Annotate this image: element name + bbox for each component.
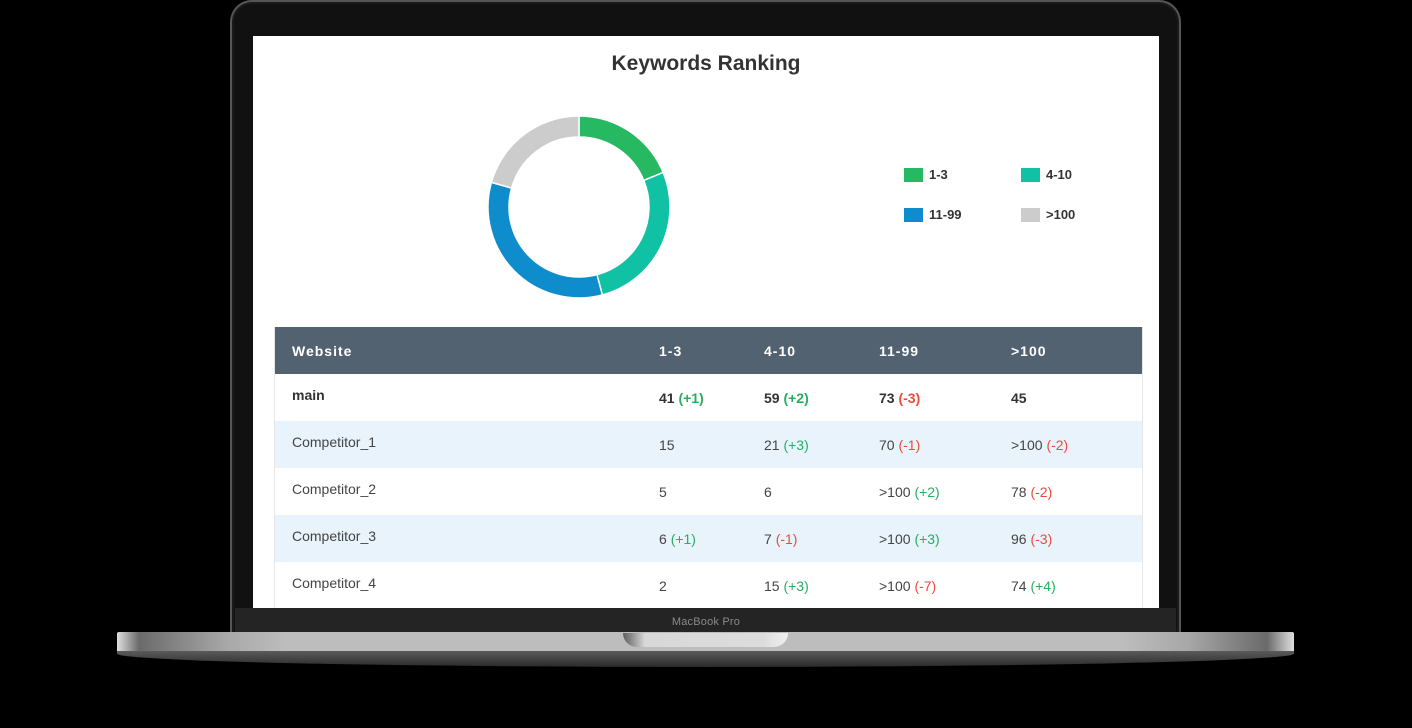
table-row[interactable]: main 41 (+1) 59 (+2) 73 (-3) 45 [275, 374, 1142, 421]
rank-delta: (+3) [914, 530, 940, 547]
rank-value: >100 [879, 483, 911, 500]
website-name: Competitor_3 [292, 527, 377, 544]
rank-cell: 74 (+4) [1011, 578, 1131, 594]
legend-swatch-icon [904, 167, 923, 182]
table-header: Website 1-3 4-10 11-99 >100 [275, 327, 1142, 374]
rank-value: 96 [1011, 530, 1027, 547]
column-header-4-10[interactable]: 4-10 [764, 342, 797, 359]
legend-label: 4-10 [1046, 167, 1073, 182]
table-row[interactable]: Competitor_2 5 6 >100 (+2) 78 (-2) [275, 468, 1142, 515]
website-name: Competitor_4 [292, 574, 377, 591]
rank-cell: 6 [764, 484, 879, 500]
rank-value: 6 [659, 530, 667, 547]
rank-value: 21 [764, 436, 780, 453]
legend-swatch-icon [904, 207, 923, 222]
column-header-11-99[interactable]: 11-99 [879, 342, 920, 359]
rank-cell: 45 [1011, 390, 1131, 406]
rank-value: 74 [1011, 577, 1027, 594]
rank-delta: (+4) [1030, 577, 1056, 594]
table-body: main 41 (+1) 59 (+2) 73 (-3) 45 Competitor_1 1… [275, 374, 1142, 608]
rank-value: >100 [879, 530, 911, 547]
legend-swatch-icon [1021, 167, 1040, 182]
device-label: MacBook Pro [671, 616, 741, 628]
rank-cell: >100 (+2) [879, 484, 1011, 500]
rank-cell: >100 (-7) [879, 578, 1011, 594]
rank-cell: 15 [659, 437, 764, 453]
legend-item-11-99[interactable]: 11-99 [904, 207, 962, 222]
rank-value: >100 [1011, 436, 1043, 453]
rank-delta: (+1) [670, 530, 696, 547]
legend-label: 1-3 [929, 167, 948, 182]
legend-item-1-3[interactable]: 1-3 [904, 167, 948, 182]
rank-delta: (-3) [898, 389, 921, 406]
rank-value: 73 [879, 389, 895, 406]
screen: Keywords Ranking 1-3 4-10 11-99 >100 Web… [253, 36, 1159, 608]
legend-label: 11-99 [929, 207, 962, 222]
rank-cell: 41 (+1) [659, 390, 764, 406]
website-name: Competitor_2 [292, 480, 377, 497]
rank-value: 78 [1011, 483, 1027, 500]
rank-delta: (-3) [1030, 530, 1053, 547]
rank-delta: (+2) [914, 483, 940, 500]
rank-value: >100 [879, 577, 911, 594]
rank-value: 5 [659, 483, 667, 500]
website-name: main [292, 386, 325, 403]
rank-cell: 7 (-1) [764, 531, 879, 547]
rank-cell: >100 (+3) [879, 531, 1011, 547]
laptop-notch [623, 633, 788, 647]
rank-cell: 5 [659, 484, 764, 500]
legend-item-4-10[interactable]: 4-10 [1021, 167, 1072, 182]
rank-cell: >100 (-2) [1011, 437, 1131, 453]
website-name: Competitor_1 [292, 433, 377, 450]
rank-delta: (+2) [783, 389, 809, 406]
table-row[interactable]: Competitor_4 2 15 (+3) >100 (-7) 74 (+4) [275, 562, 1142, 608]
rank-cell: 15 (+3) [764, 578, 879, 594]
rank-value: 70 [879, 436, 895, 453]
rank-delta: (-1) [898, 436, 921, 453]
rank-cell: 96 (-3) [1011, 531, 1131, 547]
rank-delta: (-7) [914, 577, 937, 594]
table-row[interactable]: Competitor_3 6 (+1) 7 (-1) >100 (+3) 96 (-3) [275, 515, 1142, 562]
rank-value: 45 [1011, 389, 1027, 406]
rank-delta: (+3) [783, 577, 809, 594]
rank-cell: 78 (-2) [1011, 484, 1131, 500]
donut-segment-over-100[interactable] [490, 115, 580, 189]
rank-value: 15 [659, 436, 675, 453]
rank-delta: (-2) [1030, 483, 1053, 500]
rank-delta: (+3) [783, 436, 809, 453]
laptop-chin [235, 608, 1176, 634]
rank-value: 6 [764, 483, 772, 500]
rank-cell: 70 (-1) [879, 437, 1011, 453]
rank-cell: 73 (-3) [879, 390, 1011, 406]
laptop-base-bottom [117, 651, 1294, 667]
column-header-1-3[interactable]: 1-3 [659, 342, 683, 359]
rank-cell: 2 [659, 578, 764, 594]
rank-value: 2 [659, 577, 667, 594]
legend-item-over-100[interactable]: >100 [1021, 207, 1075, 222]
donut-segment-4-10[interactable] [596, 171, 671, 296]
rank-delta: (+1) [678, 389, 704, 406]
ranking-table: Website 1-3 4-10 11-99 >100 main 41 (+1) 5… [274, 327, 1143, 608]
rank-delta: (-1) [775, 530, 798, 547]
donut-chart [487, 115, 671, 299]
rank-delta: (-2) [1046, 436, 1069, 453]
donut-segment-11-99[interactable] [487, 181, 604, 299]
rank-value: 7 [764, 530, 772, 547]
legend-label: >100 [1046, 207, 1076, 222]
rank-cell: 21 (+3) [764, 437, 879, 453]
donut-segment-1-3[interactable] [578, 115, 665, 182]
rank-value: 15 [764, 577, 780, 594]
column-header-website[interactable]: Website [292, 342, 353, 359]
rank-value: 41 [659, 389, 675, 406]
table-row[interactable]: Competitor_1 15 21 (+3) 70 (-1) >100 (-2) [275, 421, 1142, 468]
rank-value: 59 [764, 389, 780, 406]
legend-swatch-icon [1021, 207, 1040, 222]
page-title: Keywords Ranking [611, 52, 801, 75]
column-header-over-100[interactable]: >100 [1011, 342, 1047, 359]
rank-cell: 6 (+1) [659, 531, 764, 547]
rank-cell: 59 (+2) [764, 390, 879, 406]
